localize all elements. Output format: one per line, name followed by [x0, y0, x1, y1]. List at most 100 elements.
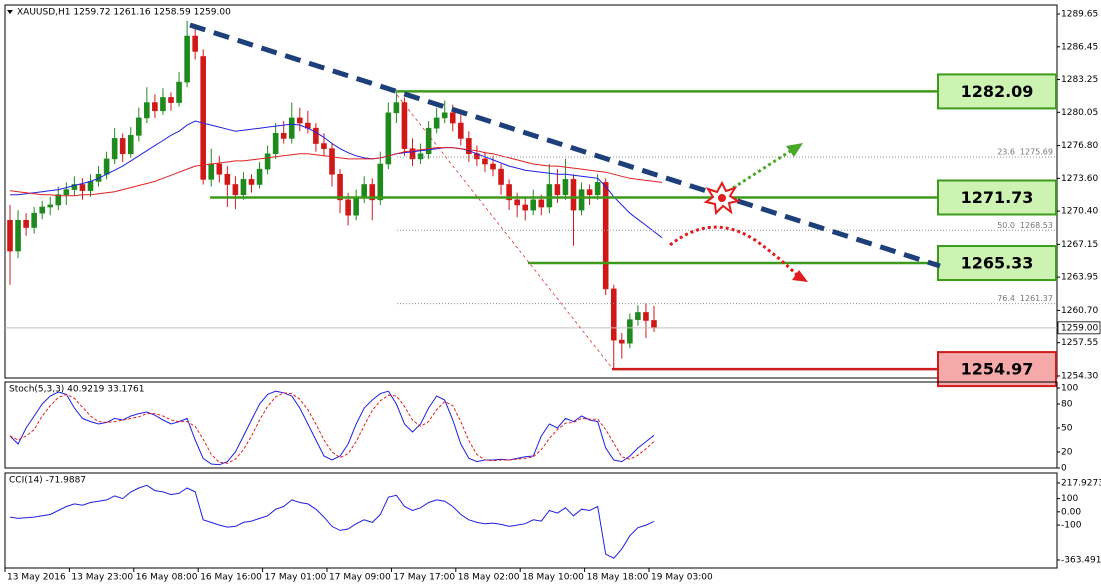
y-tick-label: -100	[1061, 521, 1082, 531]
candle-body	[401, 102, 408, 149]
candle-body	[627, 319, 633, 344]
level-label: 1265.33	[961, 254, 1034, 273]
x-tick-label: 18 May 10:00	[522, 573, 584, 583]
fib-level: 50.0	[997, 221, 1015, 230]
candle-body	[192, 35, 198, 52]
candle-body	[7, 220, 13, 252]
candle-body	[216, 163, 223, 175]
level-label: 1254.97	[961, 360, 1034, 379]
candle-body	[240, 179, 247, 196]
x-tick-label: 19 May 03:00	[651, 573, 713, 583]
candle-body	[136, 117, 142, 136]
candle-body	[635, 312, 641, 320]
y-tick-label: 1263.95	[1061, 273, 1098, 283]
candle-body	[168, 97, 174, 103]
candle-body	[280, 132, 287, 139]
candle-body	[23, 220, 29, 228]
drawings	[189, 22, 941, 369]
candle-body	[55, 194, 62, 206]
fib-price: 1275.69	[1020, 147, 1053, 156]
candle-body	[578, 189, 585, 211]
y-tick-label: 50	[1061, 424, 1073, 434]
candle-body	[39, 206, 46, 214]
panel-title: CCI(14) -71.9887	[9, 476, 86, 486]
candle-body	[248, 179, 255, 185]
candle-body	[329, 148, 335, 175]
candle-body	[602, 182, 609, 290]
y-tick-label: 80	[1061, 400, 1073, 410]
candle-body	[337, 173, 343, 201]
x-tick-label: 16 May 08:00	[136, 573, 198, 583]
y-tick-label: 1254.30	[1061, 371, 1098, 381]
candle-body	[562, 179, 569, 196]
indicator-line	[9, 147, 663, 197]
candle-body	[71, 184, 78, 190]
candle-body	[200, 56, 206, 180]
y-tick-label: 1260.70	[1061, 306, 1098, 316]
candle-body	[441, 112, 448, 119]
x-tick-label: 13 May 23:00	[71, 573, 133, 583]
last-price-box	[1057, 321, 1101, 335]
indicator-line	[10, 120, 663, 239]
y-tick-label: 1257.55	[1061, 338, 1098, 348]
candle-body	[417, 153, 424, 160]
candle-body	[433, 117, 440, 129]
candle-body	[313, 127, 319, 144]
candle-body	[345, 199, 351, 216]
x-tick-label: 18 May 18:00	[587, 573, 649, 583]
y-tick-label: 0	[1061, 464, 1067, 474]
candle-body	[369, 184, 376, 201]
candle-body	[618, 339, 625, 344]
candle-body	[353, 196, 359, 216]
panel-frame	[4, 472, 1058, 569]
candle-body	[457, 122, 464, 139]
y-tick-label: 1283.25	[1061, 75, 1098, 85]
level-label: 1282.09	[961, 82, 1034, 101]
y-tick-label: 1270.40	[1061, 207, 1098, 217]
candle-body	[296, 117, 303, 124]
candle-body	[586, 189, 593, 196]
panel-frame	[4, 381, 1058, 469]
y-tick-label: 1276.80	[1061, 141, 1098, 151]
level-box	[937, 245, 1057, 282]
candle-body	[63, 189, 70, 196]
level-box	[937, 179, 1057, 216]
fib-level: 76.4	[997, 294, 1015, 303]
fib-price: 1261.37	[1020, 294, 1053, 303]
x-tick-label: 17 May 17:00	[393, 573, 455, 583]
candle-body	[103, 158, 110, 175]
candle-body	[651, 320, 657, 329]
trend-line	[189, 22, 941, 269]
candle-body	[184, 35, 190, 83]
candle-body	[152, 102, 158, 112]
candle-body	[87, 181, 94, 191]
candle-body	[208, 163, 215, 180]
candle-body	[31, 212, 37, 228]
candle-body	[393, 102, 400, 114]
candle-body	[47, 204, 54, 208]
candle-body	[264, 153, 271, 170]
y-tick-label: 217.9273	[1061, 478, 1101, 488]
candle-body	[144, 102, 150, 119]
candle-body	[79, 184, 86, 191]
indicator-line	[9, 484, 655, 559]
candle-body	[594, 182, 601, 196]
x-tick-label: 17 May 01:00	[265, 573, 327, 583]
candle-body	[482, 158, 488, 165]
bullish-arrowhead	[786, 143, 803, 157]
x-tick-label: 18 May 02:00	[458, 573, 520, 583]
menu-triangle	[7, 10, 13, 14]
panel-title: Stoch(5,3,3) 40.9219 33.1761	[9, 385, 144, 395]
candle-body	[176, 81, 182, 103]
candle-body	[554, 184, 561, 196]
fib-diagonal	[396, 94, 613, 369]
candle-body	[119, 138, 126, 155]
y-tick-label: 1273.60	[1061, 174, 1098, 184]
y-tick-label: -363.4915	[1061, 555, 1101, 565]
candle-body	[610, 288, 617, 341]
candle-body	[321, 143, 327, 149]
candle-body	[15, 220, 21, 252]
candle-body	[546, 184, 553, 208]
